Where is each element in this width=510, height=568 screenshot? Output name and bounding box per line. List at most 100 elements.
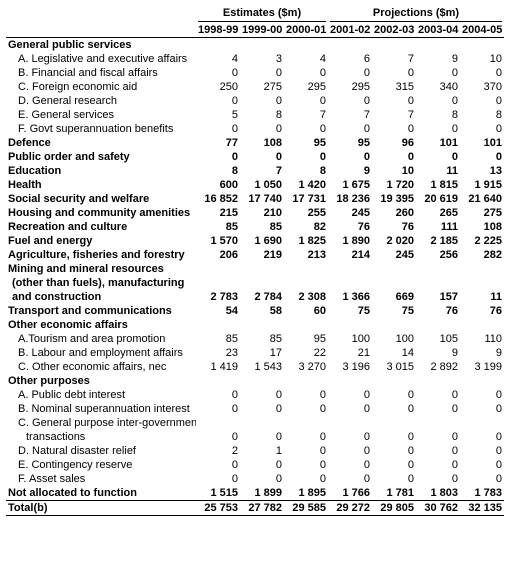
row-value: 0: [328, 94, 372, 108]
row-value: [416, 276, 460, 290]
row-value: 2 892: [416, 360, 460, 374]
total-row: Total(b) 25 753 27 782 29 585 29 272 29 …: [6, 501, 504, 516]
row-label: B. Nominal superannuation interest: [6, 402, 196, 416]
row-value: 17 731: [284, 192, 328, 206]
header-groups: Estimates ($m) Projections ($m): [6, 6, 504, 23]
row-label: and construction: [6, 290, 196, 304]
table-row: and construction2 7832 7842 3081 3666691…: [6, 290, 504, 304]
row-value: [416, 262, 460, 276]
row-value: 0: [416, 150, 460, 164]
row-value: 1 420: [284, 178, 328, 192]
table-row: F. Asset sales0000000: [6, 472, 504, 486]
row-value: [328, 416, 372, 430]
row-value: 3 199: [460, 360, 504, 374]
row-value: 0: [460, 150, 504, 164]
table-row: B. Labour and employment affairs23172221…: [6, 346, 504, 360]
row-value: 1 515: [196, 486, 240, 501]
row-value: 0: [284, 66, 328, 80]
row-value: [416, 38, 460, 53]
row-value: [284, 318, 328, 332]
table-row: (other than fuels), manufacturing: [6, 276, 504, 290]
row-value: 111: [416, 220, 460, 234]
row-value: 206: [196, 248, 240, 262]
row-value: 1 766: [328, 486, 372, 501]
row-value: 21: [328, 346, 372, 360]
row-label: B. Labour and employment affairs: [6, 346, 196, 360]
row-value: 18 236: [328, 192, 372, 206]
table-row: C. Foreign economic aid25027529529531534…: [6, 80, 504, 94]
row-value: 7: [372, 52, 416, 66]
row-value: 0: [460, 388, 504, 402]
row-value: 76: [460, 304, 504, 318]
row-label: Social security and welfare: [6, 192, 196, 206]
row-value: [328, 262, 372, 276]
row-value: 108: [460, 220, 504, 234]
row-value: [196, 318, 240, 332]
row-value: 11: [416, 164, 460, 178]
row-value: 1 803: [416, 486, 460, 501]
row-value: 0: [196, 122, 240, 136]
row-value: [240, 38, 284, 53]
year-col: 1998-99: [196, 23, 240, 38]
row-value: 9: [460, 346, 504, 360]
row-value: 0: [240, 430, 284, 444]
table-row: Agriculture, fisheries and forestry20621…: [6, 248, 504, 262]
row-value: 7: [240, 164, 284, 178]
row-value: 85: [240, 332, 284, 346]
row-value: 100: [328, 332, 372, 346]
row-value: 340: [416, 80, 460, 94]
row-value: 600: [196, 178, 240, 192]
row-value: 0: [328, 402, 372, 416]
row-label: F. Govt superannuation benefits: [6, 122, 196, 136]
row-value: 282: [460, 248, 504, 262]
row-label: C. Other economic affairs, nec: [6, 360, 196, 374]
row-value: 0: [328, 122, 372, 136]
row-value: 6: [328, 52, 372, 66]
row-value: [328, 318, 372, 332]
row-value: 0: [372, 444, 416, 458]
row-value: 9: [328, 164, 372, 178]
row-value: 0: [372, 66, 416, 80]
row-label: Not allocated to function: [6, 486, 196, 501]
row-value: 315: [372, 80, 416, 94]
row-value: 245: [372, 248, 416, 262]
row-label: Other economic affairs: [6, 318, 196, 332]
row-value: 250: [196, 80, 240, 94]
row-value: 76: [416, 304, 460, 318]
table-row: Not allocated to function1 5151 8991 895…: [6, 486, 504, 501]
row-value: 23: [196, 346, 240, 360]
header-years: 1998-99 1999-00 2000-01 2001-02 2002-03 …: [6, 23, 504, 38]
total-val: 32 135: [460, 501, 504, 516]
row-value: 0: [416, 388, 460, 402]
table-row: F. Govt superannuation benefits0000000: [6, 122, 504, 136]
row-value: [196, 38, 240, 53]
row-label: Transport and communications: [6, 304, 196, 318]
row-value: 0: [196, 94, 240, 108]
table-row: Other purposes: [6, 374, 504, 388]
row-value: [460, 416, 504, 430]
table-row: E. General services5877788: [6, 108, 504, 122]
row-value: 0: [372, 122, 416, 136]
row-label: Education: [6, 164, 196, 178]
row-value: 0: [284, 458, 328, 472]
table-row: Education8789101113: [6, 164, 504, 178]
row-value: 0: [460, 66, 504, 80]
row-value: 0: [372, 94, 416, 108]
group-estimates-label: Estimates ($m): [223, 7, 301, 19]
table-row: A. Public debt interest0000000: [6, 388, 504, 402]
row-label: A. Public debt interest: [6, 388, 196, 402]
row-value: [416, 318, 460, 332]
row-value: 0: [416, 402, 460, 416]
row-label: Housing and community amenities: [6, 206, 196, 220]
row-value: 0: [240, 150, 284, 164]
total-val: 30 762: [416, 501, 460, 516]
table-row: C. General purpose inter-government: [6, 416, 504, 430]
table-body: General public servicesA. Legislative an…: [6, 38, 504, 501]
row-label: Health: [6, 178, 196, 192]
total-val: 29 272: [328, 501, 372, 516]
row-value: 1 890: [328, 234, 372, 248]
row-value: 1 720: [372, 178, 416, 192]
row-value: [372, 276, 416, 290]
row-label: C. General purpose inter-government: [6, 416, 196, 430]
row-value: 2 185: [416, 234, 460, 248]
